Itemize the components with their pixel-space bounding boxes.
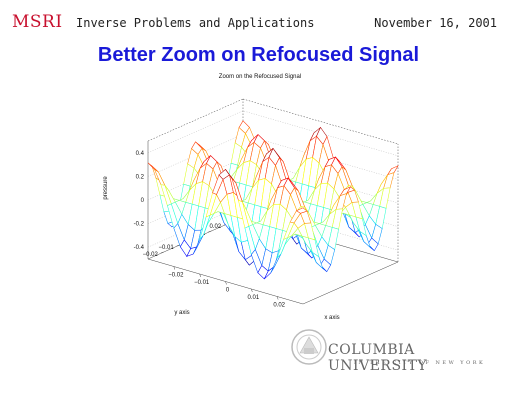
surface-plot: Zoom on the Refocused Signal -0.4 -0.2 0 0.… — [103, 74, 399, 321]
x-tick-mark — [251, 288, 253, 293]
z-axis-label: pressure — [103, 176, 109, 200]
y-tick-label: 0.02 — [209, 224, 221, 230]
x-tick-label: 0.01 — [247, 295, 259, 301]
university-subtitle: IN THE CITY OF NEW YORK — [354, 360, 486, 366]
surface-mesh — [147, 120, 399, 280]
y-tick-label: −0.02 — [143, 252, 159, 258]
columbia-seal — [291, 329, 327, 365]
box-edge — [302, 261, 399, 305]
x-tick-mark — [173, 266, 176, 270]
y-axis-label: y axis — [174, 310, 189, 316]
chart-title: Zoom on the Refocused Signal — [219, 74, 301, 80]
z-tick-label: 0 — [141, 198, 145, 204]
z-tick-label: 0.4 — [136, 151, 145, 157]
x-tick-label: −0.01 — [194, 280, 210, 286]
x-tick-mark — [225, 281, 227, 285]
z-tick-label: -0.2 — [134, 222, 145, 228]
slide-title: Better Zoom on Refocused Signal — [97, 44, 420, 66]
mesh-cell — [295, 207, 308, 214]
x-tick-label: −0.02 — [168, 273, 184, 279]
z-tick-label: 0.2 — [136, 174, 145, 180]
y-tick-mark — [176, 244, 180, 247]
x-tick-mark — [199, 273, 201, 278]
x-tick-mark — [276, 296, 279, 300]
event-date: November 16, 2001 — [374, 16, 497, 30]
box-edge — [147, 98, 244, 142]
y-tick-mark — [160, 251, 164, 254]
y-tick-label: −0.01 — [158, 245, 174, 251]
z-tick-label: -0.4 — [134, 245, 145, 251]
msri-logo: MSRI — [12, 12, 63, 32]
z-ticks: -0.4 -0.2 0 0.2 0.4 — [134, 110, 399, 251]
event-name: Inverse Problems and Applications — [76, 16, 315, 30]
x-tick-label: 0.02 — [273, 303, 285, 309]
university-name: COLUMBIA UNIVERSITY — [328, 342, 428, 374]
y-tick-mark — [208, 230, 212, 233]
mesh-cell — [147, 162, 159, 173]
x-ticks: −0.02 −0.01 0 0.01 0.02 — [168, 266, 286, 309]
x-axis-label: x axis — [324, 315, 339, 321]
x-tick-label: 0 — [226, 288, 230, 294]
